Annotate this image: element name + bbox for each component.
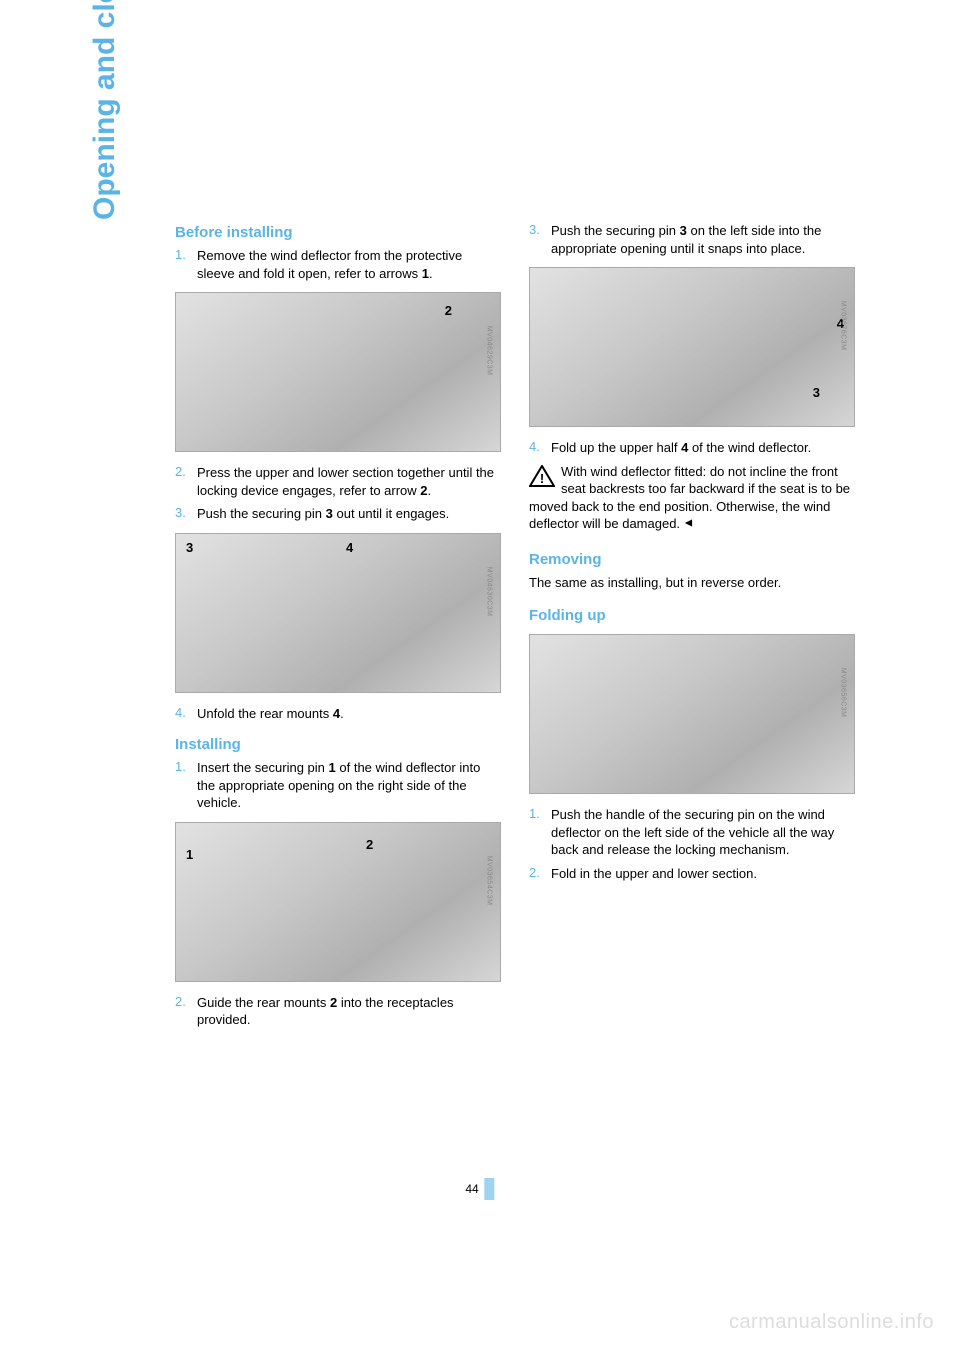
list-item: 4. Fold up the upper half 4 of the wind … bbox=[529, 439, 855, 457]
page-number: 44 bbox=[465, 1182, 478, 1196]
figure-4: 3 4 MV03676C3M bbox=[529, 267, 855, 427]
text: . bbox=[429, 266, 433, 281]
page-number-wrap: 44 bbox=[465, 1178, 494, 1200]
list-item: 3. Push the securing pin 3 out until it … bbox=[175, 505, 501, 523]
list-item: 3. Push the securing pin 3 on the left s… bbox=[529, 222, 855, 257]
figure-label: 2 bbox=[445, 303, 452, 318]
step-text: Fold in the upper and lower section. bbox=[551, 865, 855, 883]
figure-5: MV03656C3M bbox=[529, 634, 855, 794]
before-installing-steps-2: 2. Press the upper and lower section tog… bbox=[175, 464, 501, 523]
page-number-bar bbox=[485, 1178, 495, 1200]
text: Fold up the upper half bbox=[551, 440, 681, 455]
step-text: Press the upper and lower section togeth… bbox=[197, 464, 501, 499]
list-item: 1. Insert the securing pin 1 of the wind… bbox=[175, 759, 501, 812]
figure-code: MV03676C3M bbox=[840, 301, 847, 351]
step-number: 4. bbox=[175, 705, 197, 723]
list-item: 4. Unfold the rear mounts 4. bbox=[175, 705, 501, 723]
bold-ref: 3 bbox=[680, 223, 687, 238]
heading-installing: Installing bbox=[175, 736, 501, 753]
heading-removing: Removing bbox=[529, 551, 855, 568]
step-number: 1. bbox=[529, 806, 551, 859]
figure-code: MV04630C3M bbox=[486, 566, 493, 616]
installing-steps: 1. Insert the securing pin 1 of the wind… bbox=[175, 759, 501, 812]
list-item: 2. Guide the rear mounts 2 into the rece… bbox=[175, 994, 501, 1029]
step-number: 1. bbox=[175, 759, 197, 812]
side-section-title: Opening and closing bbox=[88, 0, 122, 220]
step-text: Unfold the rear mounts 4. bbox=[197, 705, 501, 723]
page: Opening and closing Before installing 1.… bbox=[0, 0, 960, 1358]
figure-2: 3 4 MV04630C3M bbox=[175, 533, 501, 693]
step-text: Fold up the upper half 4 of the wind def… bbox=[551, 439, 855, 457]
heading-before-installing: Before installing bbox=[175, 224, 501, 241]
step-number: 2. bbox=[175, 464, 197, 499]
right-steps-2: 4. Fold up the upper half 4 of the wind … bbox=[529, 439, 855, 457]
end-marker-icon bbox=[684, 515, 693, 533]
list-item: 2. Fold in the upper and lower section. bbox=[529, 865, 855, 883]
folding-steps: 1. Push the handle of the securing pin o… bbox=[529, 806, 855, 882]
right-column: 3. Push the securing pin 3 on the left s… bbox=[529, 222, 855, 1035]
watermark: carmanualsonline.info bbox=[729, 1311, 934, 1334]
figure-label: 2 bbox=[366, 837, 373, 852]
text: out until it engages. bbox=[333, 506, 449, 521]
figure-code: MV03656C3M bbox=[840, 668, 847, 718]
bold-ref: 1 bbox=[329, 760, 336, 775]
list-item: 1. Remove the wind deflector from the pr… bbox=[175, 247, 501, 282]
figure-label: 4 bbox=[346, 540, 353, 555]
step-number: 1. bbox=[175, 247, 197, 282]
bold-ref: 3 bbox=[326, 506, 333, 521]
removing-body: The same as installing, but in reverse o… bbox=[529, 574, 855, 592]
text: Unfold the rear mounts bbox=[197, 706, 333, 721]
step-text: Push the securing pin 3 out until it eng… bbox=[197, 505, 501, 523]
before-installing-steps-3: 4. Unfold the rear mounts 4. bbox=[175, 705, 501, 723]
text: Guide the rear mounts bbox=[197, 995, 330, 1010]
text: Insert the securing pin bbox=[197, 760, 329, 775]
text: . bbox=[428, 483, 432, 498]
step-number: 3. bbox=[175, 505, 197, 523]
step-text: Remove the wind deflector from the prote… bbox=[197, 247, 501, 282]
warning-icon: ! bbox=[529, 465, 555, 487]
figure-code: MV04629C3M bbox=[486, 326, 493, 376]
before-installing-steps: 1. Remove the wind deflector from the pr… bbox=[175, 247, 501, 282]
figure-3: 1 2 MV03654C3M bbox=[175, 822, 501, 982]
left-column: Before installing 1. Remove the wind def… bbox=[175, 222, 501, 1035]
bold-ref: 4 bbox=[333, 706, 340, 721]
step-text: Insert the securing pin 1 of the wind de… bbox=[197, 759, 501, 812]
text: . bbox=[340, 706, 344, 721]
figure-code: MV03654C3M bbox=[486, 856, 493, 906]
content-columns: Before installing 1. Remove the wind def… bbox=[175, 222, 855, 1035]
warning-block: ! With wind deflector fitted: do not inc… bbox=[529, 463, 855, 533]
text: of the wind deflector. bbox=[688, 440, 811, 455]
figure-label: 1 bbox=[186, 847, 193, 862]
step-text: Push the securing pin 3 on the left side… bbox=[551, 222, 855, 257]
installing-steps-2: 2. Guide the rear mounts 2 into the rece… bbox=[175, 994, 501, 1029]
figure-label: 3 bbox=[813, 385, 820, 400]
figure-label: 3 bbox=[186, 540, 193, 555]
list-item: 1. Push the handle of the securing pin o… bbox=[529, 806, 855, 859]
step-text: Guide the rear mounts 2 into the recepta… bbox=[197, 994, 501, 1029]
heading-folding-up: Folding up bbox=[529, 607, 855, 624]
step-number: 2. bbox=[529, 865, 551, 883]
text: Press the upper and lower section togeth… bbox=[197, 465, 494, 498]
step-number: 2. bbox=[175, 994, 197, 1029]
text: Push the securing pin bbox=[197, 506, 326, 521]
text: Push the securing pin bbox=[551, 223, 680, 238]
svg-text:!: ! bbox=[540, 471, 544, 486]
bold-ref: 2 bbox=[420, 483, 427, 498]
step-text: Push the handle of the securing pin on t… bbox=[551, 806, 855, 859]
step-number: 3. bbox=[529, 222, 551, 257]
bold-ref: 1 bbox=[422, 266, 429, 281]
step-number: 4. bbox=[529, 439, 551, 457]
list-item: 2. Press the upper and lower section tog… bbox=[175, 464, 501, 499]
figure-1: 2 MV04629C3M bbox=[175, 292, 501, 452]
right-steps-1: 3. Push the securing pin 3 on the left s… bbox=[529, 222, 855, 257]
